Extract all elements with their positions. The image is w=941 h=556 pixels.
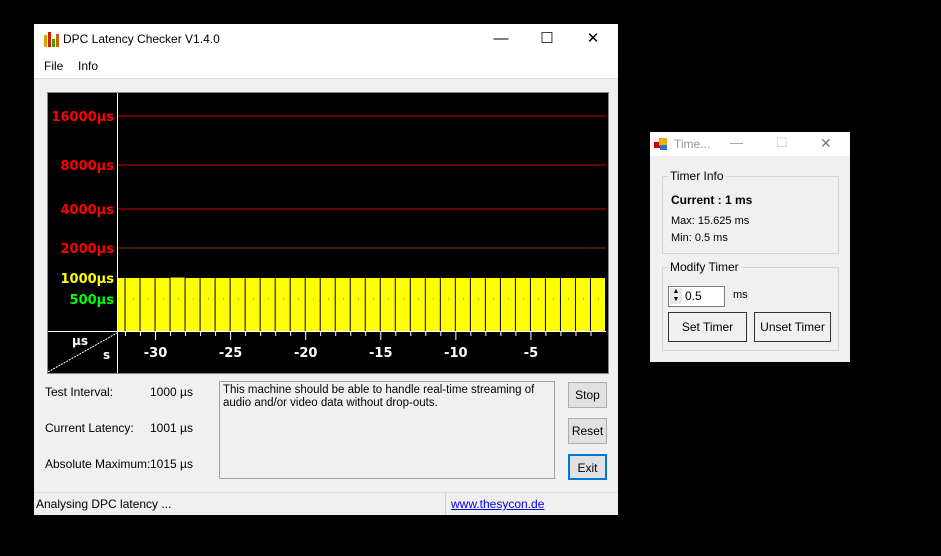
- bar-chart-icon: [44, 32, 59, 47]
- timer-title: Time...: [674, 137, 711, 151]
- latency-bar: [545, 278, 560, 331]
- latency-bar: [245, 278, 260, 331]
- modify-timer-group: [662, 267, 839, 351]
- latency-bar: [260, 278, 275, 331]
- latency-bar: [140, 278, 155, 331]
- y-tick-label: 1000µs: [61, 272, 115, 287]
- y-unit-label: µs: [72, 334, 88, 348]
- result-message: This machine should be able to handle re…: [219, 381, 555, 479]
- timer-title-bar[interactable]: Time... — ☐ ✕: [650, 132, 850, 156]
- latency-bar: [575, 278, 590, 331]
- latency-bar: [200, 278, 215, 331]
- latency-bar: [155, 278, 170, 331]
- latency-bar: [215, 278, 230, 331]
- latency-bar: [470, 278, 485, 331]
- minimize-button[interactable]: —: [493, 30, 509, 47]
- absolute-maximum-value: 1015 µs: [150, 457, 193, 471]
- y-tick-label: 2000µs: [61, 242, 115, 257]
- latency-bar: [230, 278, 245, 331]
- max-timer: Max: 15.625 ms: [671, 215, 750, 227]
- latency-bar: [560, 278, 575, 331]
- latency-bar: [290, 278, 305, 331]
- timer-value-input[interactable]: 0.5: [685, 289, 702, 303]
- y-tick-label: 8000µs: [61, 159, 115, 174]
- latency-bar: [425, 278, 440, 331]
- corner-diagonal: [47, 332, 118, 373]
- latency-bar: [275, 278, 290, 331]
- latency-bar: [350, 278, 365, 331]
- latency-bar: [118, 278, 125, 331]
- x-tick-label: -10: [444, 346, 468, 361]
- window-title: DPC Latency Checker V1.4.0: [63, 32, 220, 46]
- y-tick-label: 500µs: [70, 293, 115, 308]
- latency-bar: [485, 278, 500, 331]
- latency-bar: [335, 278, 350, 331]
- reset-button[interactable]: Reset: [568, 418, 607, 444]
- timer-unit: ms: [733, 289, 748, 301]
- latency-bar: [305, 278, 320, 331]
- latency-bar: [515, 278, 530, 331]
- stop-button[interactable]: Stop: [568, 382, 607, 408]
- timer-value-stepper[interactable]: ▲ ▼ 0.5: [668, 286, 725, 307]
- latency-chart: 16000µs 8000µs 4000µs 2000µs 1000µs 500µs µs s -…: [47, 92, 609, 374]
- status-bar: Analysing DPC latency ... www.thesycon.d…: [34, 492, 618, 515]
- latency-bar: [590, 278, 605, 331]
- x-tick-label: -30: [144, 346, 168, 361]
- latency-bar: [440, 278, 455, 331]
- test-interval-value: 1000 µs: [150, 385, 193, 399]
- current-latency-value: 1001 µs: [150, 421, 193, 435]
- unset-timer-button[interactable]: Unset Timer: [754, 312, 831, 342]
- test-interval-label: Test Interval:: [45, 385, 114, 399]
- timer-close-button[interactable]: ✕: [820, 135, 832, 151]
- maximize-button[interactable]: ☐: [540, 30, 554, 47]
- latency-bar: [455, 278, 470, 331]
- menu-file[interactable]: File: [44, 59, 64, 73]
- set-timer-button[interactable]: Set Timer: [668, 312, 747, 342]
- x-tick-label: -15: [369, 346, 393, 361]
- menu-bar: File Info: [34, 54, 618, 79]
- latency-bar: [365, 278, 380, 331]
- latency-bar: [170, 277, 185, 331]
- x-tick-label: -25: [219, 346, 243, 361]
- current-timer: Current : 1 ms: [671, 193, 753, 207]
- current-latency-label: Current Latency:: [45, 421, 134, 435]
- latency-bar: [380, 278, 395, 331]
- timer-window: Time... — ☐ ✕ Timer Info Current : 1 ms …: [650, 132, 850, 362]
- latency-bar: [185, 278, 200, 331]
- main-window: DPC Latency Checker V1.4.0 — ☐ ✕ File In…: [34, 24, 618, 515]
- latency-bar: [500, 278, 515, 331]
- timer-info-group: [662, 176, 839, 254]
- x-tick-label: -20: [294, 346, 318, 361]
- timer-info-heading: Timer Info: [668, 169, 726, 183]
- exit-button[interactable]: Exit: [568, 454, 607, 480]
- chart-svg: 16000µs 8000µs 4000µs 2000µs 1000µs 500µs µs s -…: [47, 93, 606, 373]
- y-tick-label: 4000µs: [61, 203, 115, 218]
- latency-bar: [410, 278, 425, 331]
- x-tick-label: -5: [524, 346, 538, 361]
- min-timer: Min: 0.5 ms: [671, 232, 728, 244]
- y-tick-label: 16000µs: [51, 110, 114, 125]
- timer-maximize-button[interactable]: ☐: [776, 135, 788, 150]
- latency-bar: [320, 278, 335, 331]
- latency-bar: [530, 278, 545, 331]
- x-unit-label: s: [103, 348, 110, 362]
- stepper-arrows-icon[interactable]: ▲ ▼: [670, 288, 682, 304]
- modify-timer-heading: Modify Timer: [668, 260, 741, 274]
- timer-minimize-button[interactable]: —: [730, 135, 743, 150]
- status-text: Analysing DPC latency ...: [36, 497, 172, 511]
- latency-bar: [395, 278, 410, 331]
- close-button[interactable]: ✕: [586, 30, 600, 47]
- website-link[interactable]: www.thesycon.de: [451, 497, 545, 511]
- timer-app-icon: [654, 138, 667, 150]
- title-bar[interactable]: DPC Latency Checker V1.4.0 — ☐ ✕: [34, 24, 618, 54]
- menu-info[interactable]: Info: [78, 59, 99, 73]
- absolute-maximum-label: Absolute Maximum:: [45, 457, 151, 471]
- latency-bar: [125, 278, 140, 331]
